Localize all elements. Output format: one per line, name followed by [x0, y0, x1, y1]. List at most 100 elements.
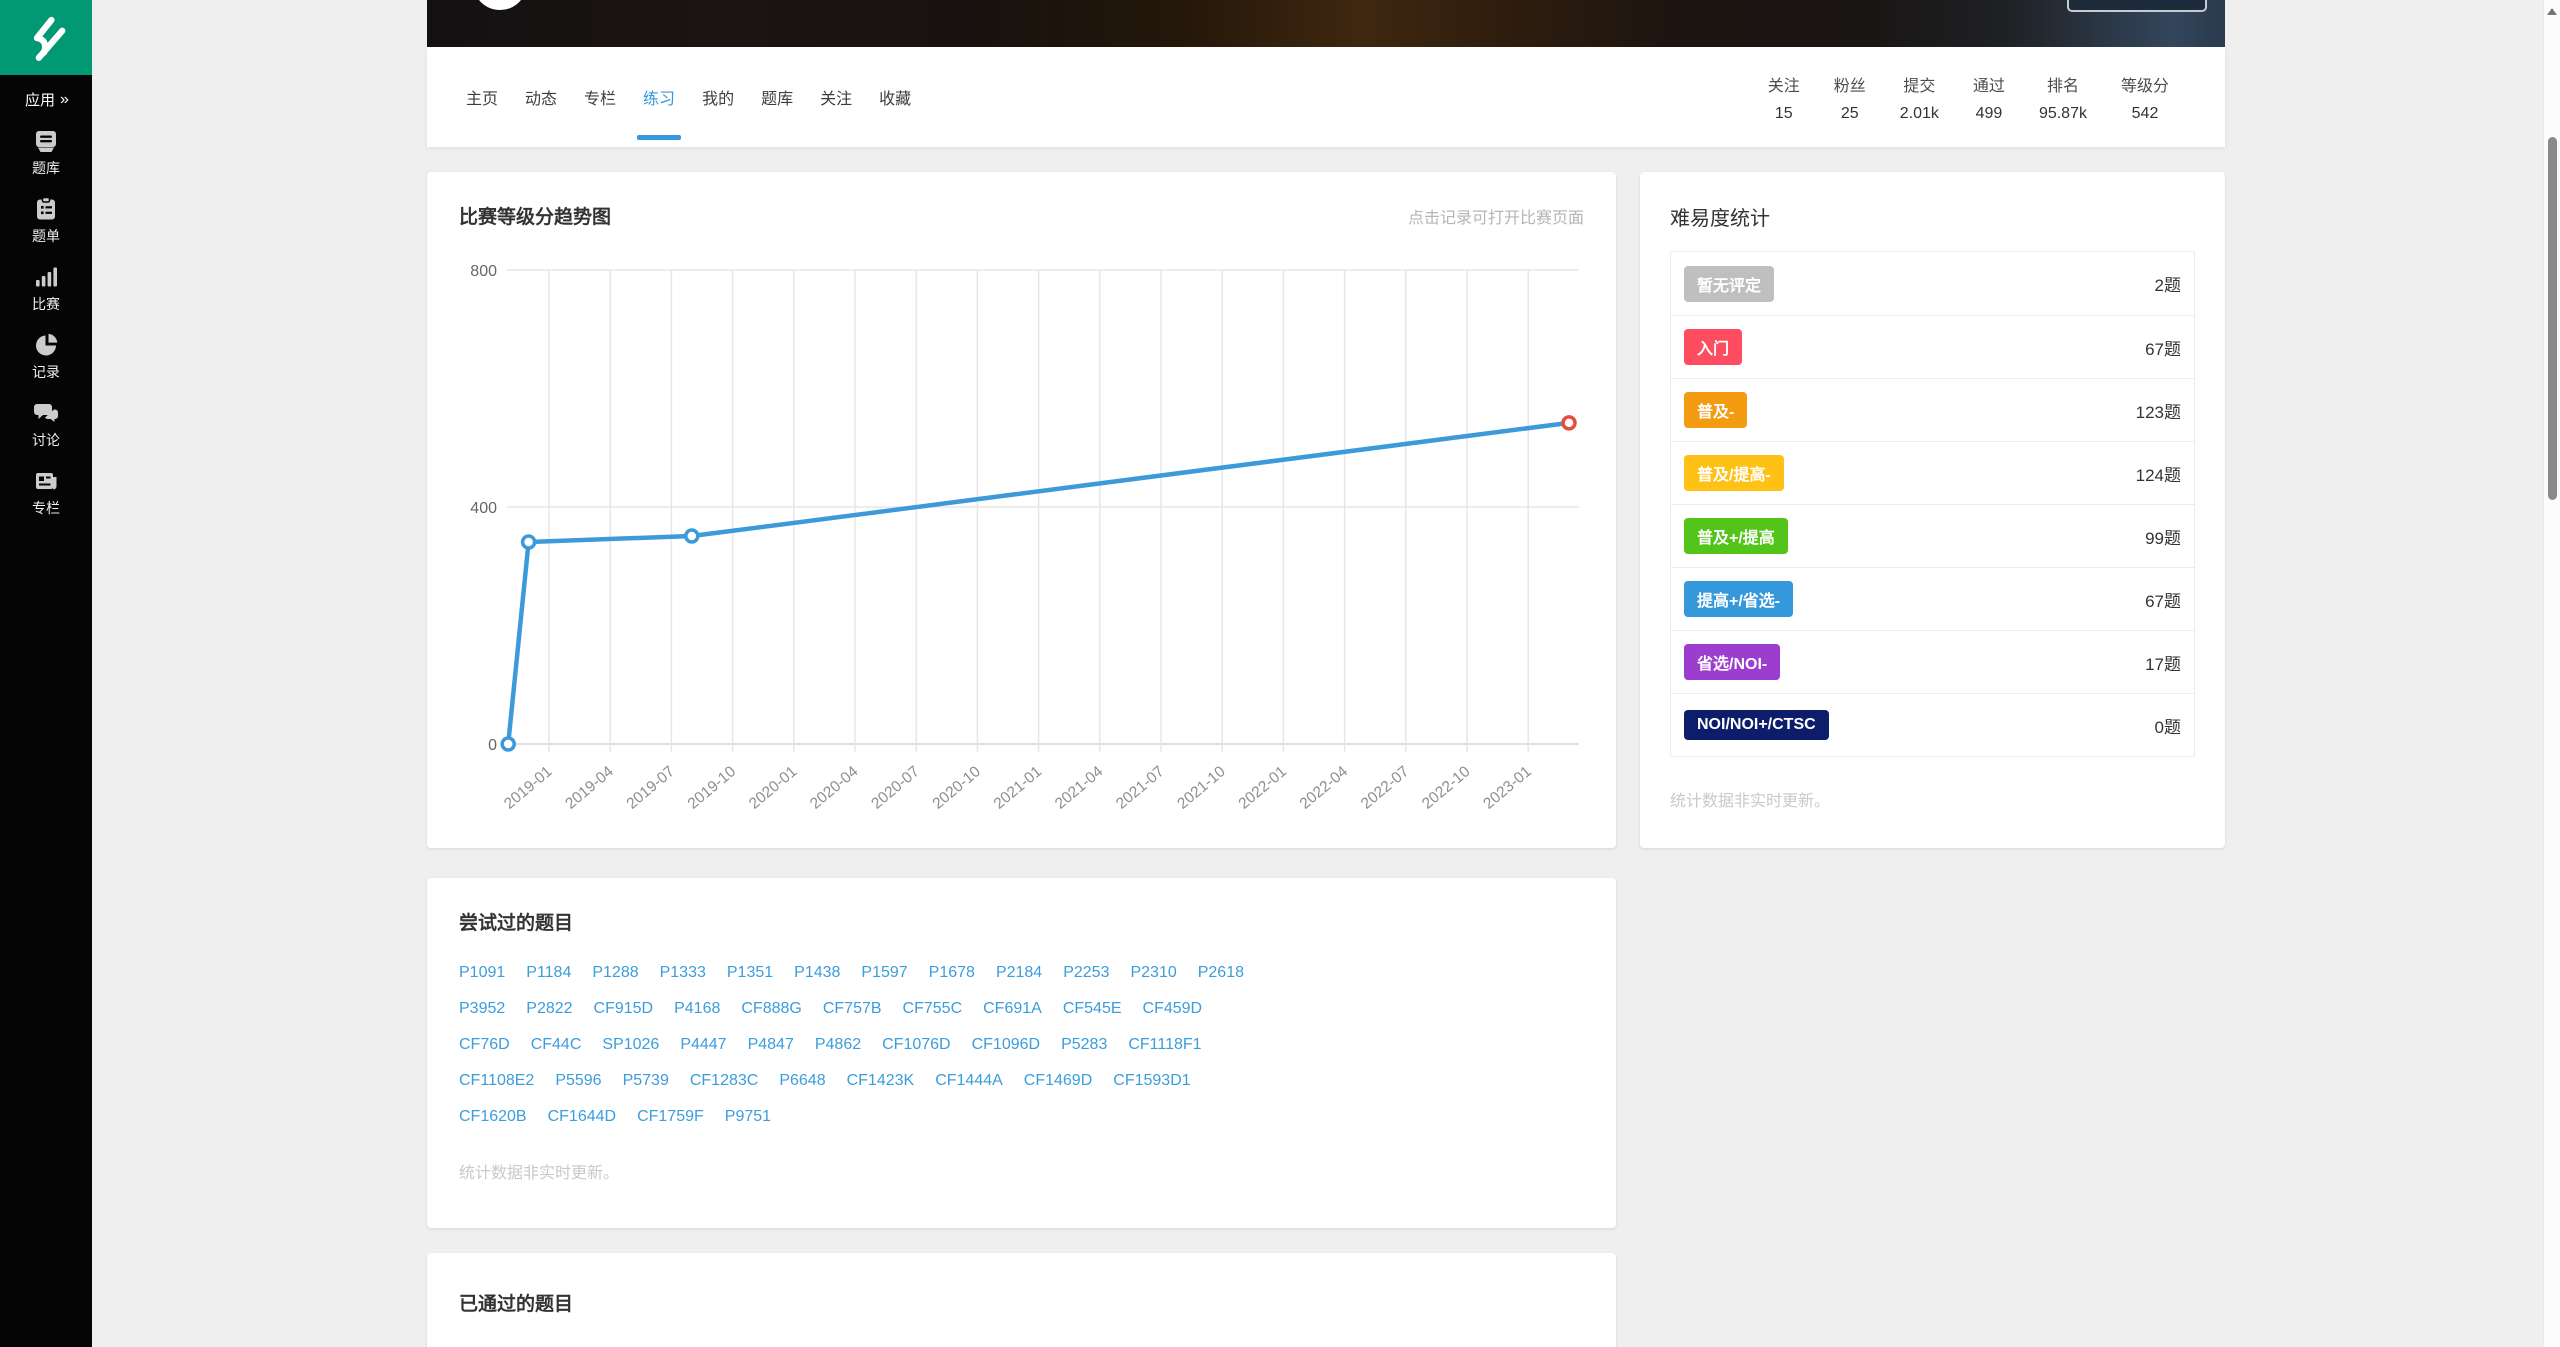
- difficulty-card-title: 难易度统计: [1670, 208, 1770, 230]
- problem-link-CF1444A[interactable]: CF1444A: [935, 1072, 1003, 1089]
- vertical-scrollbar[interactable]: [2543, 0, 2560, 1347]
- problem-link-P5596[interactable]: P5596: [555, 1072, 602, 1089]
- sidebar-item-label: 题库: [32, 160, 60, 176]
- svg-text:2019-04: 2019-04: [562, 763, 617, 813]
- stat-value: 2.01k: [1899, 104, 1939, 122]
- difficulty-count: 99题: [2145, 528, 2181, 548]
- profile-stat-1[interactable]: 关注 15: [1768, 72, 1800, 123]
- profile-tab-5[interactable]: 我的: [702, 91, 735, 108]
- rating-point-4[interactable]: [1561, 415, 1577, 431]
- difficulty-badge: 入门: [1684, 329, 1743, 365]
- sidebar-item-3[interactable]: 比赛: [0, 264, 92, 314]
- difficulty-row-3: 普及- 123题: [1671, 378, 2194, 441]
- app-menu-toggle[interactable]: 应用 »: [0, 89, 92, 110]
- problem-link-P5739[interactable]: P5739: [622, 1072, 669, 1089]
- luogu-logo[interactable]: [0, 0, 92, 75]
- problem-link-P1091[interactable]: P1091: [459, 964, 506, 981]
- problem-link-P2310[interactable]: P2310: [1130, 964, 1177, 981]
- library-icon: [36, 131, 56, 152]
- profile-tab-8[interactable]: 收藏: [879, 91, 912, 108]
- problem-link-P9751[interactable]: P9751: [724, 1108, 772, 1125]
- problem-link-P4447[interactable]: P4447: [680, 1036, 727, 1053]
- profile-tab-1[interactable]: 主页: [466, 91, 499, 108]
- passed-card-title: 已通过的题目: [459, 1294, 574, 1315]
- profile-stat-4[interactable]: 通过 499: [1973, 72, 2005, 123]
- profile-stat-2[interactable]: 粉丝 25: [1834, 72, 1866, 123]
- rating-point-3[interactable]: [684, 528, 700, 544]
- rating-card-title: 比赛等级分趋势图: [459, 207, 612, 228]
- problem-link-P1184[interactable]: P1184: [526, 964, 572, 981]
- problem-link-P1333[interactable]: P1333: [659, 964, 706, 981]
- problem-link-CF1469D[interactable]: CF1469D: [1023, 1072, 1093, 1089]
- problem-link-P4862[interactable]: P4862: [814, 1036, 862, 1053]
- sidebar-item-4[interactable]: 记录: [0, 332, 92, 382]
- problem-link-P2822[interactable]: P2822: [526, 1000, 573, 1017]
- sidebar-item-2[interactable]: 题单: [0, 196, 92, 246]
- problem-link-CF1096D[interactable]: CF1096D: [971, 1036, 1041, 1053]
- problem-link-P2618[interactable]: P2618: [1197, 964, 1244, 981]
- problem-link-P5283[interactable]: P5283: [1061, 1036, 1108, 1053]
- problem-link-CF545E[interactable]: CF545E: [1062, 1000, 1122, 1017]
- sidebar-item-5[interactable]: 讨论: [0, 400, 92, 450]
- sidebar-item-1[interactable]: 题库: [0, 128, 92, 178]
- profile-tab-4[interactable]: 练习: [643, 47, 675, 147]
- problem-link-P4847[interactable]: P4847: [747, 1036, 794, 1053]
- problem-link-P3952[interactable]: P3952: [459, 1000, 506, 1017]
- profile-stats: 关注 15 粉丝 25 提交 2.01k 通过 499 排名 95.87k 等级分 542: [1768, 72, 2169, 123]
- svg-text:2020-01: 2020-01: [746, 763, 801, 813]
- problem-link-P2253[interactable]: P2253: [1063, 964, 1110, 981]
- stat-value: 95.87k: [2038, 104, 2087, 122]
- svg-text:2020-07: 2020-07: [868, 763, 923, 813]
- problem-link-P1288[interactable]: P1288: [592, 964, 639, 981]
- avatar[interactable]: [473, 0, 527, 10]
- problem-link-CF1593D1[interactable]: CF1593D1: [1113, 1072, 1191, 1089]
- problem-link-CF1759F[interactable]: CF1759F: [637, 1108, 704, 1125]
- difficulty-badge: 提高+/省选-: [1684, 581, 1794, 617]
- rating-point-2[interactable]: [520, 534, 537, 550]
- problem-link-P1351[interactable]: P1351: [726, 964, 774, 981]
- rating-point-1[interactable]: [500, 736, 516, 752]
- problem-link-CF888G[interactable]: CF888G: [741, 1000, 802, 1017]
- problem-link-CF1423K[interactable]: CF1423K: [846, 1072, 915, 1089]
- problem-link-CF459D[interactable]: CF459D: [1142, 1000, 1203, 1017]
- banner-button[interactable]: [2067, 0, 2207, 12]
- profile-tab-2[interactable]: 动态: [525, 91, 558, 108]
- problem-link-CF691A[interactable]: CF691A: [983, 1000, 1042, 1017]
- problem-link-CF1620B[interactable]: CF1620B: [459, 1108, 527, 1125]
- problem-link-P2184[interactable]: P2184: [995, 964, 1043, 981]
- profile-stat-6[interactable]: 等级分 542: [2121, 72, 2169, 123]
- stat-value: 499: [1975, 104, 2003, 122]
- difficulty-badge: 普及+/提高: [1684, 518, 1788, 554]
- problem-link-CF915D[interactable]: CF915D: [593, 1000, 654, 1017]
- stat-label: 提交: [1903, 77, 1936, 95]
- problem-link-CF1108E2[interactable]: CF1108E2: [459, 1072, 535, 1089]
- problem-link-CF1644D[interactable]: CF1644D: [547, 1108, 617, 1125]
- profile-stat-5[interactable]: 排名 95.87k: [2039, 72, 2087, 123]
- profile-tab-7[interactable]: 关注: [820, 91, 853, 108]
- sidebar-item-label: 题单: [32, 228, 60, 244]
- problem-link-P4168[interactable]: P4168: [674, 1000, 721, 1017]
- profile-tab-3[interactable]: 专栏: [584, 91, 617, 108]
- sidebar-item-6[interactable]: 专栏: [0, 468, 92, 518]
- problem-link-P1597[interactable]: P1597: [861, 964, 908, 981]
- scroll-up-arrow-icon[interactable]: [2547, 8, 2557, 15]
- scrollbar-thumb[interactable]: [2548, 137, 2557, 500]
- difficulty-stats-card: 难易度统计 暂无评定 2题 入门 67题 普及- 123题 普及/提高- 124题 普及+/提高…: [1640, 172, 2225, 848]
- problem-link-CF757B[interactable]: CF757B: [822, 1000, 882, 1017]
- problem-link-CF1076D[interactable]: CF1076D: [882, 1036, 951, 1053]
- difficulty-badge: NOI/NOI+/CTSC: [1684, 710, 1829, 740]
- problem-row: CF76D CF44C SP1026 P4447 P4847 P4862 CF1076D CF…: [459, 1027, 1584, 1063]
- problem-link-P6648[interactable]: P6648: [779, 1072, 826, 1089]
- problem-link-CF755C[interactable]: CF755C: [902, 1000, 963, 1017]
- problem-link-CF1283C[interactable]: CF1283C: [689, 1072, 759, 1089]
- problem-link-P1438[interactable]: P1438: [794, 964, 841, 981]
- profile-stat-3[interactable]: 提交 2.01k: [1900, 72, 1939, 123]
- problem-link-CF1118F1[interactable]: CF1118F1: [1128, 1036, 1202, 1053]
- problem-link-P1678[interactable]: P1678: [928, 964, 975, 981]
- profile-tab-6[interactable]: 题库: [761, 91, 794, 108]
- sidebar-item-label: 专栏: [32, 500, 60, 516]
- problem-link-CF76D[interactable]: CF76D: [459, 1036, 510, 1053]
- problem-link-CF44C[interactable]: CF44C: [530, 1036, 582, 1053]
- problem-link-SP1026[interactable]: SP1026: [602, 1036, 660, 1053]
- difficulty-row-6: 提高+/省选- 67题: [1671, 567, 2194, 630]
